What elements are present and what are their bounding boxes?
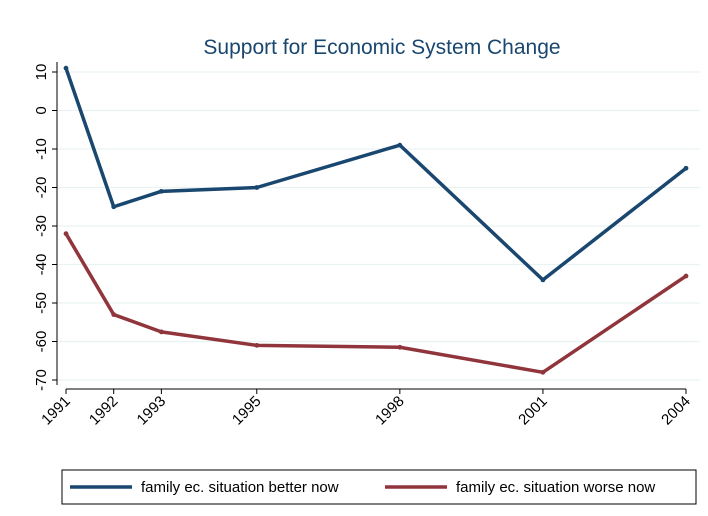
y-tick-label: -20 [33,177,50,199]
y-tick-label: -70 [33,369,50,391]
series-0-point [158,188,164,194]
chart-title: Support for Economic System Change [203,36,560,59]
series-0-point [254,185,260,190]
series-1-point [158,329,164,335]
y-axis: 10 0 -10 -20 -30 -40 -50 -60 -70 [33,62,58,391]
series-0-point [111,204,117,210]
y-tick-label: 0 [33,106,50,114]
series-1-point [683,273,689,279]
series-1-point [540,369,546,375]
y-tick-label: -30 [33,215,50,237]
series-0-point [397,142,403,148]
legend-label-1: family ec. situation worse now [456,479,655,496]
series-0-point [63,65,69,71]
y-tick-label: -60 [33,331,50,353]
legend-label-0: family ec. situation better now [141,479,339,496]
series-1-point [63,231,69,237]
series-1-point [397,344,403,350]
y-tick-label: -50 [33,292,50,314]
series-1-point [111,312,117,317]
y-tick-label: 10 [33,64,50,81]
y-tick-label: -10 [33,138,50,160]
legend-box [61,469,697,505]
series-lines [63,65,689,375]
series-0-point [683,165,689,171]
legend: family ec. situation better now family ec… [61,469,697,505]
gridlines [57,71,700,381]
series-1-point [254,342,260,348]
series-0-point [540,277,546,283]
y-tick-label: -40 [33,254,50,276]
